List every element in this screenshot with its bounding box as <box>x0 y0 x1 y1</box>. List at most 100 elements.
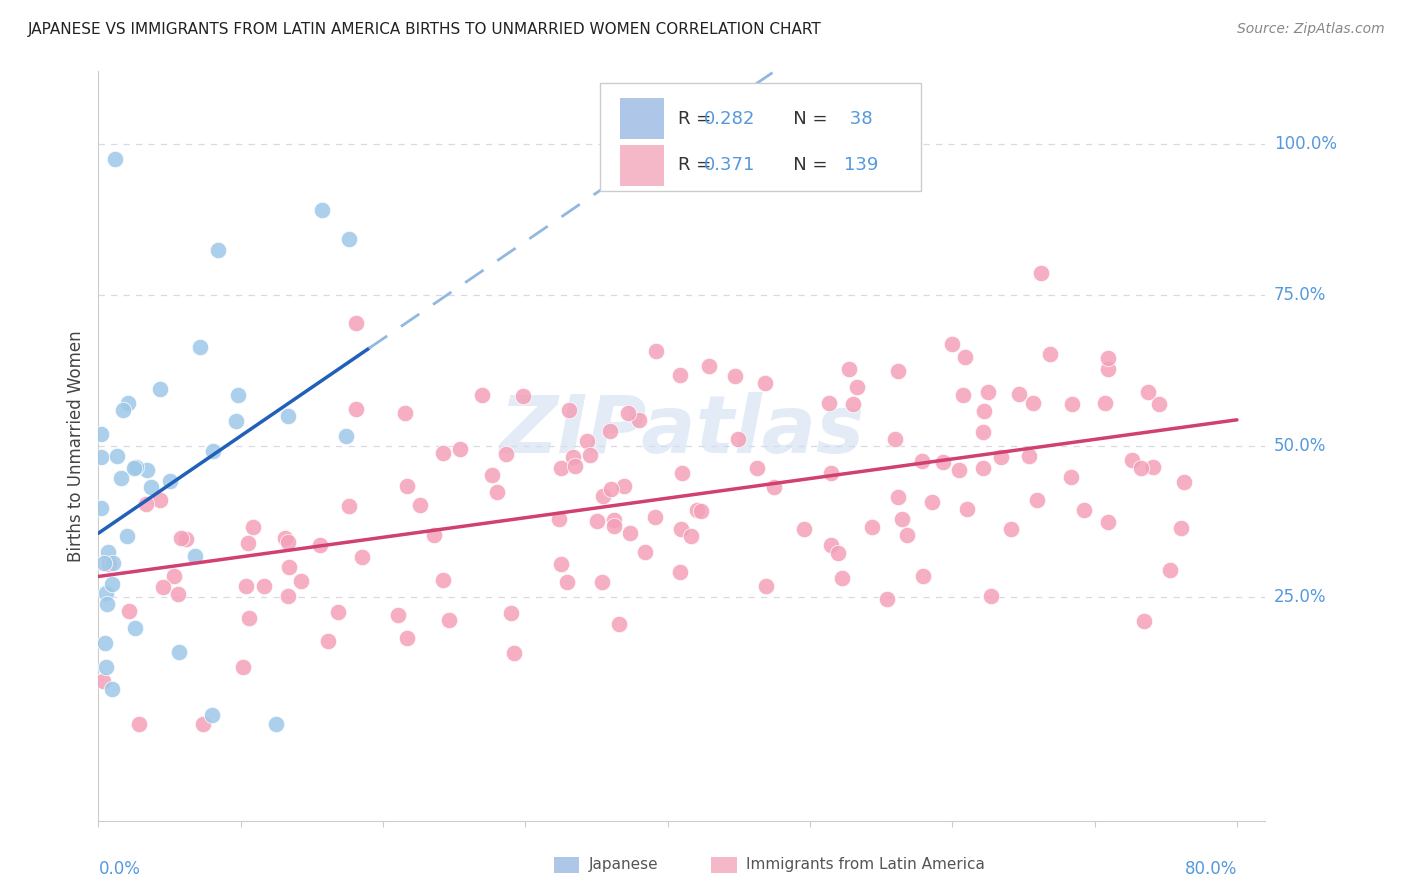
Point <box>159 475 181 489</box>
Text: 75.0%: 75.0% <box>1274 286 1326 304</box>
Point <box>575 434 598 448</box>
Point <box>1029 266 1052 280</box>
Point <box>278 560 301 574</box>
Point <box>290 574 312 589</box>
Point <box>122 461 145 475</box>
Point <box>93 556 115 570</box>
FancyBboxPatch shape <box>711 856 737 873</box>
Point <box>316 634 339 648</box>
Point <box>432 573 454 587</box>
Point <box>724 368 747 383</box>
Point <box>149 492 172 507</box>
Point <box>842 397 865 411</box>
Point <box>1097 361 1119 376</box>
Point <box>921 495 943 509</box>
Text: Japanese: Japanese <box>589 856 658 871</box>
Point <box>242 520 264 534</box>
Point <box>558 402 581 417</box>
Point <box>603 513 626 527</box>
Point <box>932 455 955 469</box>
Point <box>763 480 786 494</box>
FancyBboxPatch shape <box>620 145 665 186</box>
Text: JAPANESE VS IMMIGRANTS FROM LATIN AMERICA BIRTHS TO UNMARRIED WOMEN CORRELATION : JAPANESE VS IMMIGRANTS FROM LATIN AMERIC… <box>28 22 823 37</box>
Point <box>555 574 578 589</box>
Point <box>207 243 229 257</box>
Point <box>1073 503 1095 517</box>
Text: 0.0%: 0.0% <box>98 860 141 878</box>
Point <box>972 461 994 475</box>
Point <box>236 535 259 549</box>
Point <box>1022 396 1045 410</box>
Point <box>603 519 626 533</box>
Point <box>1121 452 1143 467</box>
Point <box>232 660 254 674</box>
Point <box>613 478 636 492</box>
Point <box>512 389 534 403</box>
Point <box>831 571 853 585</box>
Text: 50.0%: 50.0% <box>1274 437 1326 455</box>
Point <box>174 533 197 547</box>
Point <box>1130 461 1153 475</box>
Point <box>1142 459 1164 474</box>
Text: R =: R = <box>679 156 717 174</box>
Point <box>628 413 651 427</box>
Point <box>309 538 332 552</box>
Text: 80.0%: 80.0% <box>1185 860 1237 878</box>
Point <box>1026 492 1049 507</box>
Point <box>727 432 749 446</box>
Point <box>437 613 460 627</box>
Point <box>105 449 128 463</box>
Point <box>1097 515 1119 529</box>
Point <box>972 425 994 439</box>
Point <box>266 717 288 731</box>
Point <box>326 605 349 619</box>
Point <box>90 426 112 441</box>
Point <box>619 526 641 541</box>
Point <box>754 376 776 390</box>
Point <box>669 522 692 536</box>
Point <box>818 396 841 410</box>
Point <box>471 388 494 402</box>
Point <box>591 575 613 590</box>
Text: 100.0%: 100.0% <box>1274 135 1337 153</box>
Point <box>973 404 995 418</box>
Point <box>953 351 976 365</box>
Point <box>104 152 127 166</box>
Point <box>668 368 690 382</box>
Point <box>344 316 367 330</box>
Point <box>860 520 883 534</box>
Point <box>1018 449 1040 463</box>
Point <box>633 544 655 558</box>
Point <box>238 610 260 624</box>
Point <box>387 607 409 622</box>
Point <box>1039 347 1062 361</box>
Y-axis label: Births to Unmarried Women: Births to Unmarried Women <box>66 330 84 562</box>
Point <box>1170 521 1192 535</box>
Point <box>337 500 360 514</box>
Point <box>1007 387 1029 401</box>
Point <box>117 396 139 410</box>
Point <box>1147 397 1170 411</box>
Point <box>201 444 224 458</box>
Point <box>409 498 432 512</box>
Point <box>607 616 630 631</box>
Point <box>96 586 118 600</box>
Point <box>226 388 249 402</box>
Text: Source: ZipAtlas.com: Source: ZipAtlas.com <box>1237 22 1385 37</box>
Point <box>395 479 418 493</box>
Point <box>110 471 132 485</box>
Point <box>564 459 586 474</box>
Point <box>896 528 918 542</box>
Text: 139: 139 <box>844 156 879 174</box>
Point <box>1094 396 1116 410</box>
Text: 25.0%: 25.0% <box>1274 588 1326 606</box>
Point <box>645 343 668 358</box>
Point <box>190 340 212 354</box>
Point <box>450 442 472 456</box>
Point <box>617 406 640 420</box>
Point <box>135 496 157 510</box>
Text: N =: N = <box>776 156 834 174</box>
Point <box>163 569 186 583</box>
FancyBboxPatch shape <box>620 98 665 139</box>
Text: 38: 38 <box>844 110 873 128</box>
